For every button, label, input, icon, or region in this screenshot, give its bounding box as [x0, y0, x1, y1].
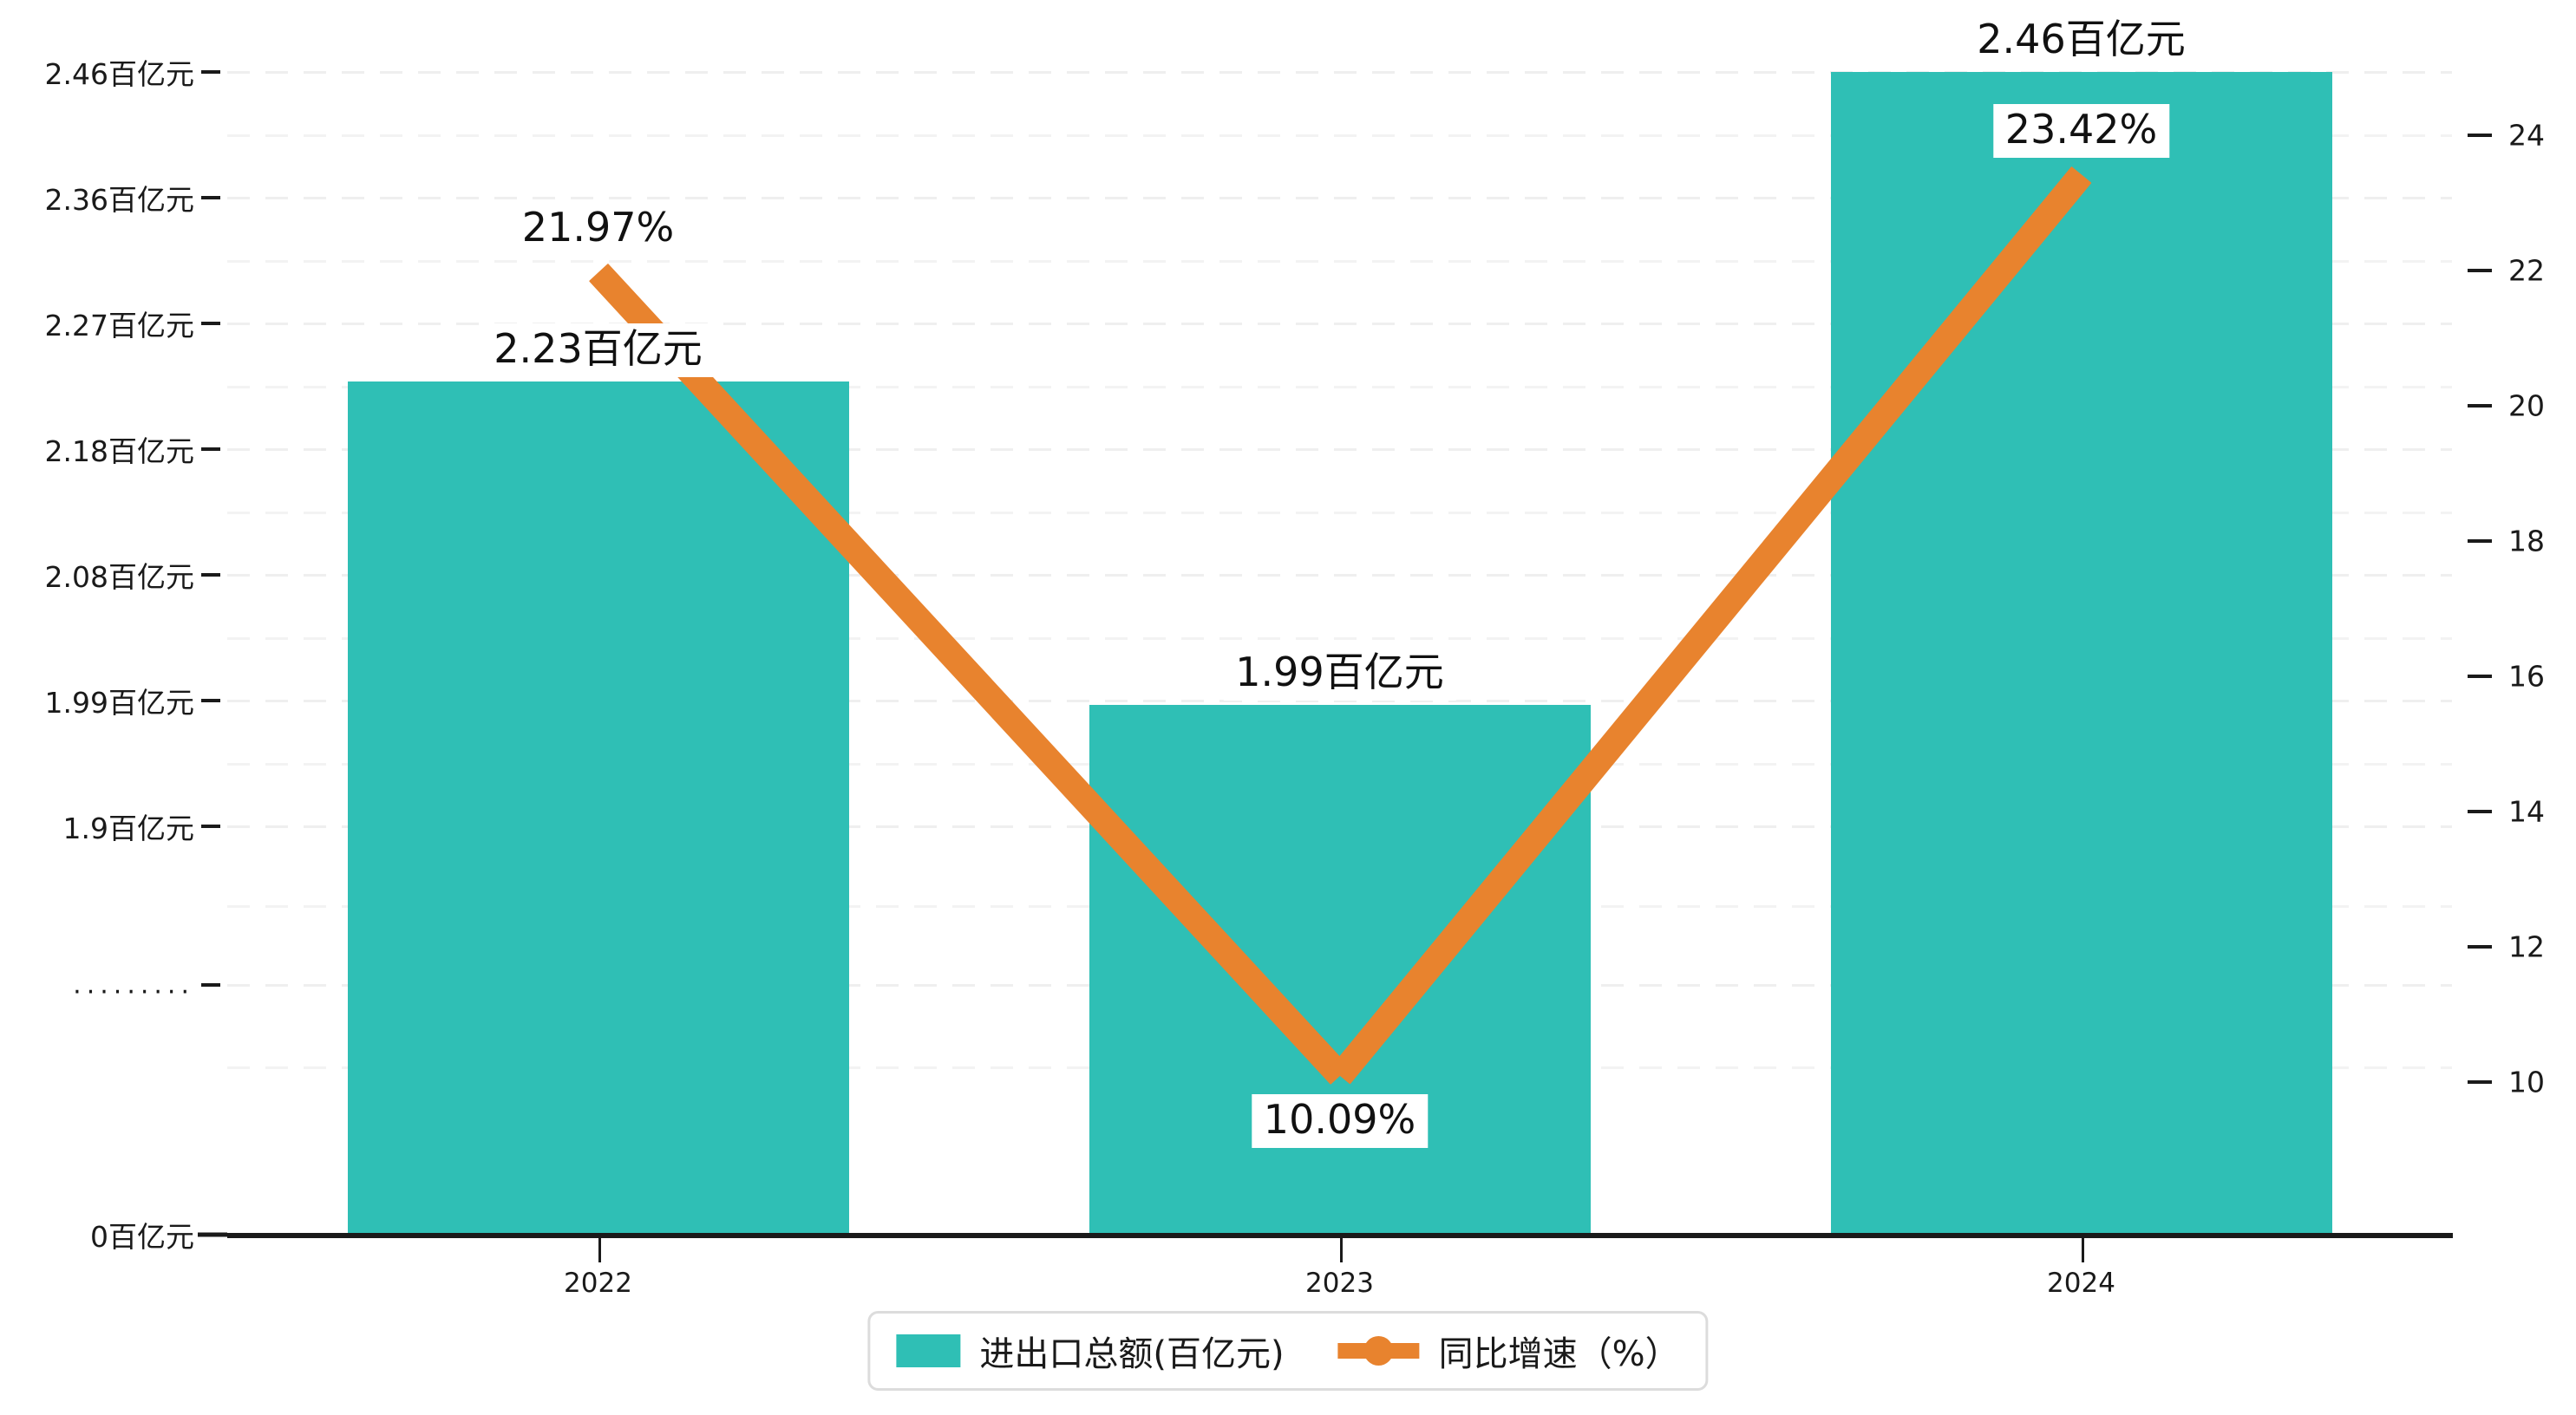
x-axis-tick-label-2024: 2024 [2047, 1268, 2115, 1299]
y-axis-right-tick [2468, 269, 2492, 272]
y-axis-left-tick [201, 825, 220, 828]
y-axis-right-tick-label: 24 [2508, 118, 2545, 153]
bar-2022[interactable] [347, 381, 849, 1235]
y-axis-right-tick-label: 10 [2508, 1065, 2545, 1099]
y-axis-right-tick-label: 12 [2508, 929, 2545, 964]
plot-area [227, 17, 2452, 1235]
legend-item-label: 同比增速（%） [1438, 1334, 1680, 1374]
y-axis-right-tick [2468, 675, 2492, 678]
y-axis-left-tick [198, 1232, 227, 1237]
gridline-major [227, 197, 2452, 199]
legend-item-label: 进出口总额(百亿元) [979, 1334, 1285, 1374]
y-axis-left-tick [201, 983, 220, 987]
gridline-minor [227, 636, 2452, 640]
gridline-minor [227, 385, 2452, 388]
y-axis-left-tick-label: 2.08百亿元 [44, 560, 194, 594]
bar-value-label-2022: 2.23百亿元 [481, 323, 715, 378]
y-axis-right-tick-label: 20 [2508, 388, 2545, 423]
x-axis-tick [1339, 1238, 1343, 1262]
gridline-minor [227, 134, 2452, 137]
gridline-major [227, 448, 2452, 451]
legend-line-swatch-icon [1337, 1336, 1420, 1366]
y-axis-break-marker: ......... [73, 969, 194, 1001]
y-axis-left-tick [201, 322, 220, 325]
y-axis-left-tick-label: 2.27百亿元 [44, 309, 194, 342]
y-axis-right-tick [2468, 404, 2492, 408]
y-axis-right-tick [2468, 134, 2492, 137]
legend-bar-swatch-icon [896, 1334, 961, 1367]
y-axis-left-tick [201, 70, 220, 74]
y-axis-right-tick-label: 22 [2508, 253, 2545, 288]
bar-value-label-2023: 1.99百亿元 [1223, 647, 1456, 701]
line-value-label-2022: 21.97% [509, 202, 687, 257]
x-axis-tick [2081, 1238, 2084, 1262]
y-axis-right-tick [2468, 945, 2492, 949]
gridline-minor [227, 259, 2452, 263]
bar-2024[interactable] [1830, 72, 2332, 1235]
x-axis-tick [598, 1238, 601, 1262]
line-value-label-2024: 23.42% [1992, 104, 2170, 159]
legend-item-bar[interactable]: 进出口总额(百亿元) [896, 1326, 1285, 1376]
x-axis-line [227, 1233, 2453, 1238]
y-axis-right-tick-label: 14 [2508, 794, 2545, 829]
x-axis-tick-label-2023: 2023 [1305, 1268, 1374, 1299]
y-axis-right-tick [2468, 810, 2492, 813]
y-axis-right-tick-label: 18 [2508, 524, 2545, 558]
line-value-label-2023: 10.09% [1251, 1093, 1429, 1148]
gridline-major [227, 323, 2452, 325]
gridline-major [227, 71, 2452, 74]
y-axis-left-tick [201, 196, 220, 199]
gridline-minor [227, 511, 2452, 514]
bar-2023[interactable] [1089, 705, 1591, 1235]
y-axis-left-tick [201, 447, 220, 451]
bar-value-label-2024: 2.46百亿元 [1965, 14, 2198, 68]
gridline-major [227, 574, 2452, 577]
y-axis-right-tick [2468, 1080, 2492, 1084]
y-axis-left-tick-label: 2.18百亿元 [44, 434, 194, 468]
y-axis-left-tick [201, 699, 220, 702]
x-axis-tick-label-2022: 2022 [564, 1268, 632, 1299]
y-axis-left-tick-label: 0百亿元 [90, 1220, 194, 1254]
legend-item-line[interactable]: 同比增速（%） [1337, 1326, 1680, 1376]
y-axis-left-tick-label: 2.46百亿元 [44, 57, 194, 91]
gridline-major [227, 700, 2452, 702]
y-axis-left-tick [201, 573, 220, 577]
y-axis-left-tick-label: 2.36百亿元 [44, 183, 194, 217]
y-axis-left-tick-label: 1.99百亿元 [44, 686, 194, 720]
y-axis-right-tick [2468, 539, 2492, 543]
y-axis-left-tick-label: 1.9百亿元 [62, 812, 194, 845]
y-axis-right-tick-label: 16 [2508, 659, 2545, 694]
chart-legend[interactable]: 进出口总额(百亿元) 同比增速（%） [867, 1311, 1709, 1391]
